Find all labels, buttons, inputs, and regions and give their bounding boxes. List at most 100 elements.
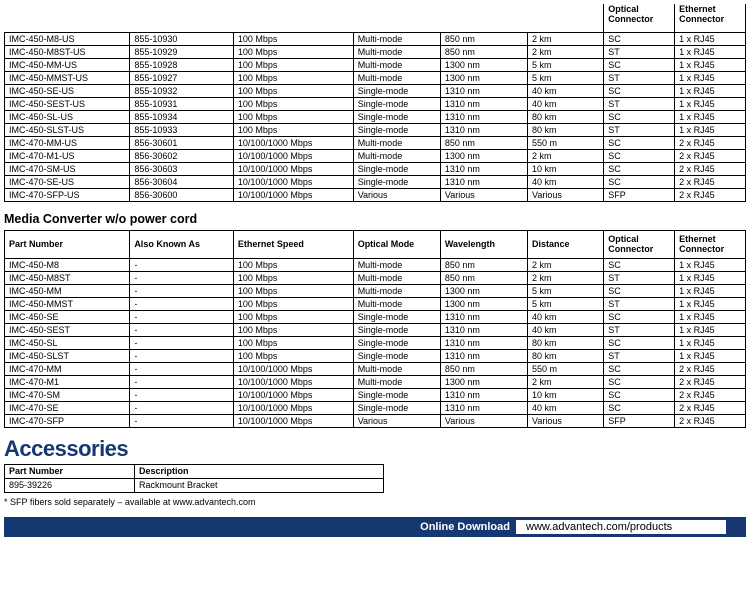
- table-cell: IMC-470-MM-US: [5, 136, 130, 149]
- table-row: IMC-470-M1-US856-3060210/100/1000 MbpsMu…: [5, 149, 746, 162]
- table-cell: 1310 nm: [440, 84, 527, 97]
- table-cell: 2 km: [528, 258, 604, 271]
- table-cell: 1310 nm: [440, 123, 527, 136]
- table-cell: 100 Mbps: [233, 310, 353, 323]
- table-cell: 100 Mbps: [233, 271, 353, 284]
- table-cell: -: [130, 310, 234, 323]
- table-cell: 1300 nm: [440, 284, 527, 297]
- table-cell: 1 x RJ45: [675, 97, 746, 110]
- table-cell: -: [130, 271, 234, 284]
- table-row: IMC-450-MM-US855-10928100 MbpsMulti-mode…: [5, 58, 746, 71]
- table-row: IMC-450-MMST-US855-10927100 MbpsMulti-mo…: [5, 71, 746, 84]
- table-cell: 1300 nm: [440, 71, 527, 84]
- table-cell: ST: [604, 45, 675, 58]
- table-cell: Single-mode: [353, 110, 440, 123]
- table-cell: Various: [440, 188, 527, 201]
- table-cell: 855-10934: [130, 110, 234, 123]
- table-row: IMC-450-SL-US855-10934100 MbpsSingle-mod…: [5, 110, 746, 123]
- table-cell: 895-39226: [5, 478, 135, 492]
- table-cell: 1310 nm: [440, 175, 527, 188]
- table-cell: SFP: [604, 414, 675, 427]
- table-cell: IMC-450-M8: [5, 258, 130, 271]
- table-cell: 10/100/1000 Mbps: [233, 388, 353, 401]
- table-cell: 1 x RJ45: [675, 349, 746, 362]
- table-row: IMC-450-SEST-100 MbpsSingle-mode1310 nm4…: [5, 323, 746, 336]
- table-cell: 1 x RJ45: [675, 32, 746, 45]
- table-header-row: Optical Connector Ethernet Connector: [5, 4, 746, 32]
- table-cell: Multi-mode: [353, 32, 440, 45]
- table-cell: Multi-mode: [353, 258, 440, 271]
- table-cell: SC: [604, 136, 675, 149]
- table-cell: 1300 nm: [440, 58, 527, 71]
- table-cell: IMC-450-M8ST: [5, 271, 130, 284]
- table-cell: 1310 nm: [440, 162, 527, 175]
- table-cell: Single-mode: [353, 349, 440, 362]
- table-cell: -: [130, 414, 234, 427]
- sfp-footnote: * SFP fibers sold separately – available…: [4, 497, 746, 507]
- table-cell: 856-30602: [130, 149, 234, 162]
- table-cell: 10/100/1000 Mbps: [233, 149, 353, 162]
- table-cell: -: [130, 375, 234, 388]
- table-cell: 100 Mbps: [233, 323, 353, 336]
- table-row: IMC-450-SE-US855-10932100 MbpsSingle-mod…: [5, 84, 746, 97]
- table-cell: 5 km: [528, 58, 604, 71]
- table-cell: 2 x RJ45: [675, 388, 746, 401]
- table-cell: 2 km: [528, 45, 604, 58]
- table-cell: Multi-mode: [353, 271, 440, 284]
- table-cell: 1 x RJ45: [675, 284, 746, 297]
- table-cell: Multi-mode: [353, 136, 440, 149]
- table-cell: 2 x RJ45: [675, 188, 746, 201]
- table-cell: IMC-470-MM: [5, 362, 130, 375]
- table-cell: Single-mode: [353, 97, 440, 110]
- spec-table-no-cord: Part Number Also Known As Ethernet Speed…: [4, 230, 746, 428]
- table-cell: 850 nm: [440, 136, 527, 149]
- table-cell: IMC-450-SL-US: [5, 110, 130, 123]
- table-cell: 1310 nm: [440, 336, 527, 349]
- table-cell: 1300 nm: [440, 297, 527, 310]
- table-cell: 40 km: [528, 310, 604, 323]
- table-cell: IMC-470-M1: [5, 375, 130, 388]
- table-cell: Rackmount Bracket: [135, 478, 384, 492]
- accessories-title: Accessories: [4, 436, 746, 462]
- table-cell: 100 Mbps: [233, 297, 353, 310]
- table-cell: 10/100/1000 Mbps: [233, 414, 353, 427]
- table-cell: -: [130, 323, 234, 336]
- table-cell: Various: [353, 414, 440, 427]
- th-oc: Optical Connector: [604, 230, 675, 258]
- table-cell: 80 km: [528, 349, 604, 362]
- table-cell: 80 km: [528, 110, 604, 123]
- table-cell: SC: [604, 284, 675, 297]
- table-cell: 2 x RJ45: [675, 175, 746, 188]
- table-cell: Single-mode: [353, 123, 440, 136]
- table-cell: 1310 nm: [440, 323, 527, 336]
- table-cell: 550 m: [528, 136, 604, 149]
- table-cell: IMC-450-SL: [5, 336, 130, 349]
- table-cell: -: [130, 284, 234, 297]
- table-row: IMC-470-SFP-10/100/1000 MbpsVariousVario…: [5, 414, 746, 427]
- table-cell: 10/100/1000 Mbps: [233, 136, 353, 149]
- table-cell: IMC-450-MMST-US: [5, 71, 130, 84]
- table-cell: 1 x RJ45: [675, 271, 746, 284]
- table-cell: 1 x RJ45: [675, 58, 746, 71]
- table-cell: SFP: [604, 188, 675, 201]
- table-cell: IMC-470-SFP: [5, 414, 130, 427]
- table-cell: Various: [353, 188, 440, 201]
- table-cell: 1 x RJ45: [675, 123, 746, 136]
- table-cell: 100 Mbps: [233, 258, 353, 271]
- table-cell: SC: [604, 310, 675, 323]
- table-cell: 100 Mbps: [233, 58, 353, 71]
- table-cell: 100 Mbps: [233, 284, 353, 297]
- table-cell: Multi-mode: [353, 71, 440, 84]
- table-row: IMC-470-MM-US856-3060110/100/1000 MbpsMu…: [5, 136, 746, 149]
- table-cell: IMC-470-SE-US: [5, 175, 130, 188]
- table-cell: 10 km: [528, 162, 604, 175]
- table-cell: 2 x RJ45: [675, 136, 746, 149]
- table-cell: ST: [604, 123, 675, 136]
- footer-url[interactable]: www.advantech.com/products: [516, 520, 726, 534]
- table-cell: 1 x RJ45: [675, 258, 746, 271]
- table-cell: Multi-mode: [353, 284, 440, 297]
- table-cell: 855-10929: [130, 45, 234, 58]
- table-cell: 2 km: [528, 271, 604, 284]
- table-cell: 2 x RJ45: [675, 375, 746, 388]
- table-cell: 40 km: [528, 84, 604, 97]
